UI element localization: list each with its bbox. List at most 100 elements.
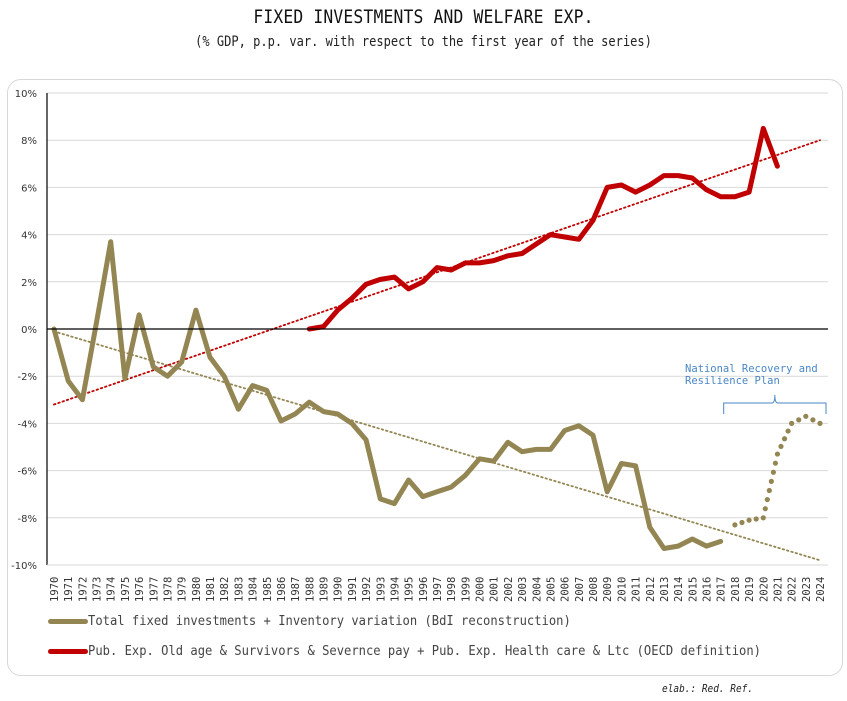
- legend-label-welfare: Pub. Exp. Old age & Survivors & Severnce…: [88, 643, 761, 659]
- x-tick-label: 1980: [191, 577, 203, 602]
- series-lines: [51, 125, 823, 551]
- projection-dot: [732, 522, 738, 528]
- x-tick-label: 1976: [134, 577, 146, 602]
- x-tick-label: 2018: [730, 577, 742, 602]
- x-tick-label: 1984: [248, 577, 260, 602]
- y-axis-ticks: 10% 8% 6% 4% 2% 0% -2% -4% -6% -8% -10%: [11, 89, 37, 572]
- x-tick-label: 2007: [574, 577, 586, 602]
- projection-dot: [772, 460, 779, 466]
- x-tick-label: 2017: [716, 577, 728, 602]
- x-tick-label: 1989: [319, 577, 331, 602]
- y-tick-label: 0%: [21, 325, 37, 336]
- projection-dot: [762, 506, 768, 512]
- series-line-2: [306, 125, 780, 332]
- projection-dot: [766, 487, 772, 494]
- x-tick-label: 1979: [177, 577, 189, 602]
- x-tick-label: 1985: [262, 577, 274, 602]
- projection-dot: [803, 413, 809, 419]
- x-tick-label: 1992: [361, 577, 373, 602]
- x-tick-label: 2024: [815, 577, 827, 602]
- series-line-0: [51, 239, 724, 551]
- x-tick-label: 2010: [616, 577, 628, 602]
- y-tick-label: -4%: [18, 419, 37, 430]
- x-tick-label: 1990: [333, 577, 345, 602]
- legend-item-investments[interactable]: Total fixed investments + Inventory vari…: [48, 613, 624, 629]
- projection-dot: [781, 436, 788, 442]
- chart-frame: [7, 79, 843, 676]
- x-tick-label: 1999: [460, 577, 472, 602]
- x-tick-label: 1982: [219, 577, 231, 602]
- x-tick-label: 1996: [418, 577, 430, 602]
- y-tick-label: 2%: [21, 278, 37, 289]
- annotation-text: Resilience Plan: [685, 375, 780, 387]
- x-tick-label: 2009: [602, 577, 614, 602]
- x-tick-label: 2003: [517, 577, 529, 602]
- x-tick-label: 1988: [304, 577, 316, 602]
- chart-title: FIXED INVESTMENTS AND WELFARE EXP.: [253, 6, 594, 28]
- y-tick-label: -8%: [18, 514, 37, 525]
- x-tick-label: 2005: [545, 577, 557, 602]
- legend-label-investments: Total fixed investments + Inventory vari…: [88, 613, 571, 629]
- x-tick-label: 1993: [375, 577, 387, 602]
- projection-dot: [768, 478, 774, 484]
- x-tick-label: 1977: [148, 577, 160, 602]
- x-tick-label: 1991: [347, 577, 359, 602]
- projection-dot: [760, 515, 766, 521]
- trendlines: [53, 139, 821, 562]
- x-tick-label: 1987: [290, 577, 302, 602]
- y-tick-label: 6%: [21, 183, 37, 194]
- x-tick-label: 1995: [404, 577, 416, 602]
- projection-dot: [789, 420, 795, 426]
- axes: [46, 93, 828, 566]
- x-tick-label: 1970: [49, 577, 61, 602]
- projection-dot: [746, 517, 752, 523]
- annotation-text: National Recovery and: [685, 363, 818, 375]
- x-tick-label: 2014: [673, 577, 685, 602]
- legend-item-welfare[interactable]: Pub. Exp. Old age & Survivors & Severnce…: [48, 643, 836, 659]
- x-tick-label: 1983: [233, 577, 245, 602]
- annotation-bracket: [723, 394, 827, 414]
- projection-dot: [764, 496, 770, 503]
- x-tick-label: 2016: [702, 577, 714, 602]
- legend-swatch-investments: [48, 618, 88, 624]
- projection-dot: [796, 417, 802, 423]
- investments-trend: [53, 330, 821, 562]
- x-tick-label: 2021: [772, 577, 784, 602]
- chart-subtitle: (% GDP, p.p. var. with respect to the fi…: [195, 34, 652, 50]
- x-tick-label: 1973: [92, 577, 104, 602]
- x-tick-label: 2020: [758, 577, 770, 602]
- y-tick-label: -6%: [18, 467, 37, 478]
- x-tick-label: 1978: [162, 577, 174, 602]
- x-tick-label: 1971: [63, 577, 75, 602]
- x-tick-label: 1994: [389, 577, 401, 602]
- x-tick-label: 2012: [645, 577, 657, 602]
- x-tick-label: 2023: [801, 577, 813, 602]
- legend-swatch-welfare: [48, 648, 88, 654]
- x-tick-label: 1974: [106, 577, 118, 602]
- x-tick-label: 2019: [744, 577, 756, 602]
- x-tick-label: 2022: [787, 577, 799, 602]
- projection-dot: [770, 469, 776, 475]
- x-tick-label: 1975: [120, 577, 132, 602]
- y-tick-label: 10%: [15, 89, 37, 100]
- x-tick-label: 1997: [432, 577, 444, 602]
- projection-dot: [739, 519, 745, 526]
- y-tick-label: 4%: [21, 231, 37, 242]
- x-tick-label: 2013: [659, 577, 671, 602]
- y-tick-label: -10%: [11, 561, 37, 572]
- x-tick-label: 2001: [489, 577, 501, 602]
- projection-dot: [778, 443, 784, 450]
- x-tick-label: 2008: [588, 577, 600, 602]
- credit-text: elab.: Red. Ref.: [662, 683, 754, 695]
- x-tick-label: 2004: [531, 577, 543, 602]
- projection-dot: [785, 428, 791, 434]
- projection-dot: [810, 417, 816, 423]
- x-tick-label: 1986: [276, 577, 288, 602]
- projection-dot: [774, 451, 781, 457]
- x-tick-label: 2006: [560, 577, 572, 602]
- x-tick-label: 1998: [446, 577, 458, 602]
- x-tick-label: 2002: [503, 577, 515, 602]
- x-tick-label: 2011: [631, 577, 643, 602]
